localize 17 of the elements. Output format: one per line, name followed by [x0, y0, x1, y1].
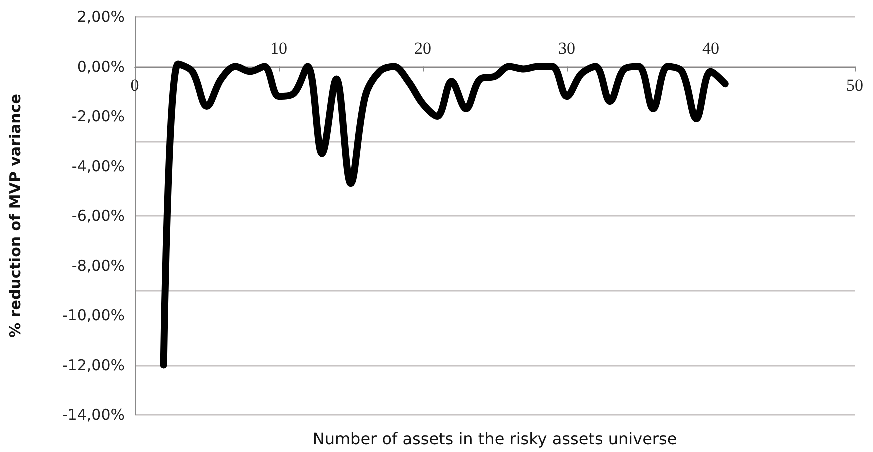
x2-tick-label: 20 — [414, 39, 432, 58]
y-tick-label: -4,00% — [72, 157, 125, 176]
x2-tick-label: 30 — [558, 39, 576, 58]
x2-tick-label: 40 — [702, 39, 720, 58]
y-tick-label: -6,00% — [72, 207, 125, 225]
x-axis-title: Number of assets in the risky assets universe — [312, 430, 678, 448]
y-axis-title: % reduction of MVP variance — [6, 94, 24, 338]
x2-tick-label: 10 — [270, 39, 288, 58]
x-tick-label: 50 — [846, 76, 864, 95]
x-tick-label: 0 — [130, 76, 140, 95]
y-tick-label: -10,00% — [62, 306, 125, 324]
y-tick-label: -12,00% — [62, 356, 125, 374]
y-tick-label: 0,00% — [77, 58, 125, 76]
y-tick-label: -2,00% — [72, 108, 125, 126]
y-tick-label: -8,00% — [72, 256, 125, 275]
y-tick-label: 2,00% — [77, 8, 125, 26]
y-tick-label: -14,00% — [62, 406, 125, 424]
